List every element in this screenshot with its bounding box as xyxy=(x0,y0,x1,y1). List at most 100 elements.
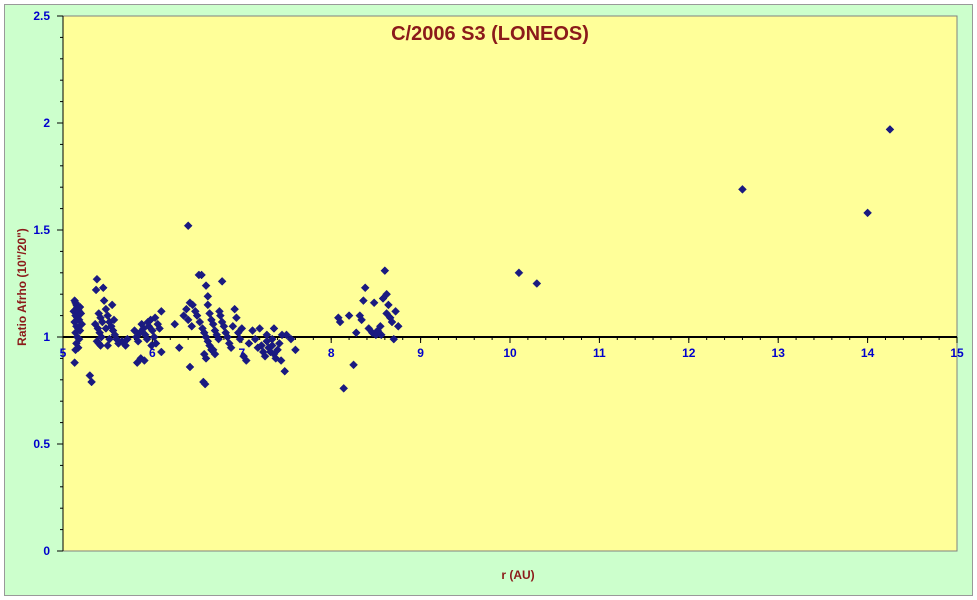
data-point xyxy=(738,184,747,194)
data-point xyxy=(393,321,403,331)
data-point xyxy=(267,334,277,344)
data-point xyxy=(232,313,241,323)
data-point xyxy=(339,384,349,393)
y-axis-title: Ratio Afrho (10"/20") xyxy=(15,228,29,346)
data-point xyxy=(273,345,282,355)
data-point xyxy=(360,283,370,293)
x-tick-label: 14 xyxy=(861,346,875,360)
data-point xyxy=(291,345,300,355)
data-point xyxy=(183,315,193,325)
data-point xyxy=(335,317,345,327)
x-axis-title: r (AU) xyxy=(501,568,534,582)
x-axis: 5 6 7 8 9 10 11 12 13 14 15 xyxy=(60,337,964,360)
data-point xyxy=(369,298,379,308)
data-point xyxy=(97,317,107,327)
data-point xyxy=(274,339,284,348)
data-point xyxy=(514,268,524,278)
data-points xyxy=(69,125,895,393)
x-tick-label: 12 xyxy=(682,346,696,360)
data-point xyxy=(133,336,143,346)
data-point xyxy=(105,334,114,344)
data-point xyxy=(226,343,236,353)
data-point xyxy=(359,296,368,305)
data-point xyxy=(208,345,218,355)
y-tick-label: 0.5 xyxy=(33,437,50,451)
data-point xyxy=(376,330,386,340)
data-point xyxy=(380,266,390,276)
data-point xyxy=(267,341,277,350)
data-point xyxy=(121,341,130,350)
data-point xyxy=(351,328,361,338)
data-point xyxy=(269,324,279,333)
data-point xyxy=(92,274,102,284)
data-point xyxy=(376,321,385,331)
data-point xyxy=(192,311,202,320)
data-point xyxy=(155,324,164,333)
data-point xyxy=(885,125,895,134)
y-tick-label: 2.5 xyxy=(33,9,50,23)
data-point xyxy=(214,334,223,344)
y-tick-label: 1 xyxy=(43,330,50,344)
y-axis: 0 0.5 1 1.5 2 2.5 xyxy=(33,9,64,558)
x-tick-label: 13 xyxy=(772,346,786,360)
data-point xyxy=(143,317,153,327)
data-point xyxy=(250,334,260,344)
data-point xyxy=(344,311,354,320)
data-point xyxy=(87,377,96,387)
data-point xyxy=(349,360,358,370)
data-point xyxy=(123,334,132,344)
x-tick-label: 10 xyxy=(503,346,517,360)
data-point xyxy=(195,317,205,327)
data-point xyxy=(235,334,245,344)
y-tick-label: 2 xyxy=(43,116,50,130)
data-point xyxy=(382,289,391,299)
data-point xyxy=(156,347,166,357)
data-point xyxy=(282,330,291,340)
data-point xyxy=(140,356,149,365)
x-tick-label: 9 xyxy=(417,346,424,360)
data-point xyxy=(391,306,400,316)
data-point xyxy=(150,313,160,323)
data-point xyxy=(174,343,184,353)
data-point xyxy=(286,334,296,344)
data-point xyxy=(179,311,189,320)
data-point xyxy=(389,334,399,344)
data-point xyxy=(228,321,238,331)
data-point xyxy=(248,326,257,335)
data-point xyxy=(188,300,197,310)
plot-area xyxy=(62,15,958,552)
data-point xyxy=(99,296,109,305)
data-point xyxy=(863,208,872,218)
data-point xyxy=(532,279,542,288)
data-point xyxy=(280,366,290,376)
data-point xyxy=(201,354,211,363)
data-point xyxy=(215,306,224,316)
data-point xyxy=(201,281,211,290)
y-tick-label: 1.5 xyxy=(33,223,50,237)
data-point xyxy=(262,330,272,340)
x-tick-label: 8 xyxy=(328,346,335,360)
data-point xyxy=(217,277,227,286)
x-tick-label: 7 xyxy=(238,346,245,360)
data-point xyxy=(255,324,265,333)
data-point xyxy=(96,341,105,350)
data-point xyxy=(91,285,101,295)
data-point xyxy=(197,270,206,280)
data-point xyxy=(203,300,213,310)
data-point xyxy=(77,319,87,329)
chart-title: C/2006 S3 (LONEOS) xyxy=(391,23,589,45)
data-point xyxy=(71,345,80,355)
data-point xyxy=(101,324,111,333)
x-tick-label: 15 xyxy=(950,346,964,360)
data-point xyxy=(72,304,81,314)
data-point xyxy=(384,300,393,310)
data-point xyxy=(387,317,397,327)
data-point xyxy=(183,221,193,231)
data-point xyxy=(142,334,152,344)
data-point xyxy=(103,341,113,350)
data-point xyxy=(237,324,247,333)
data-point xyxy=(276,356,286,365)
data-point xyxy=(244,339,254,348)
data-point xyxy=(97,332,106,342)
